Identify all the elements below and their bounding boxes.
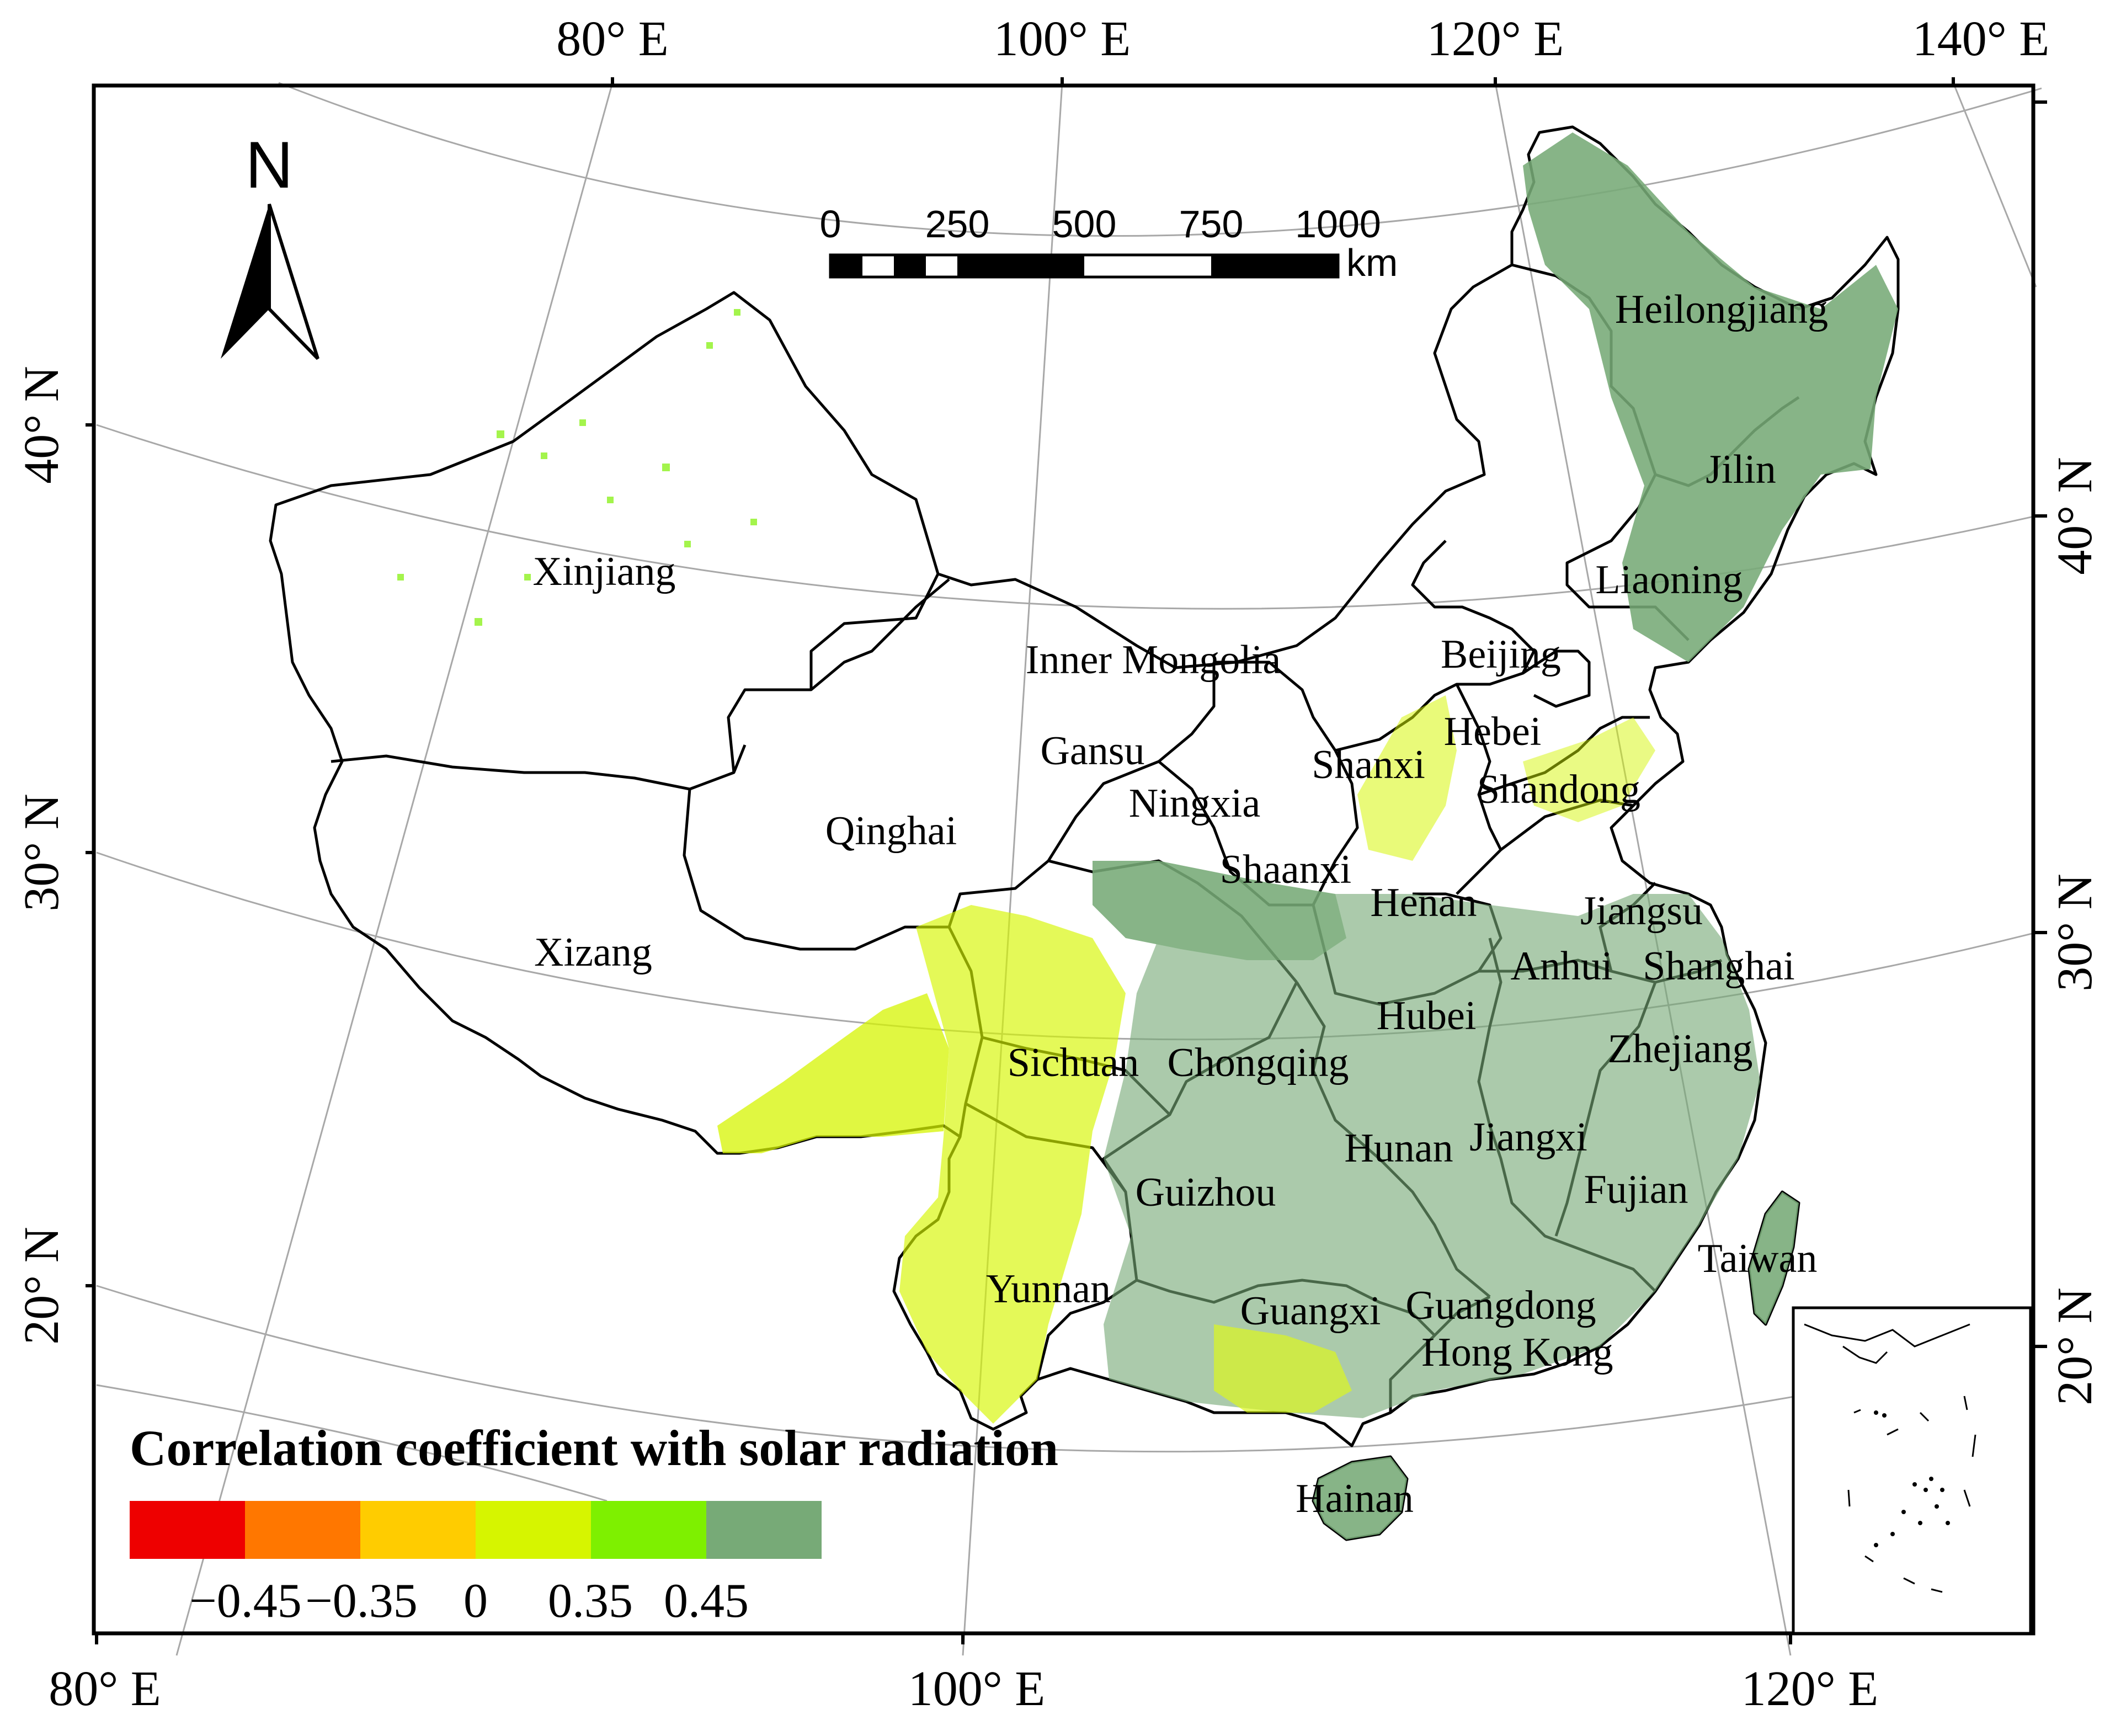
- legend-swatch-2: [245, 1501, 360, 1559]
- legend-tick-5: 0.45: [664, 1574, 749, 1628]
- axis-top-80e: 80° E: [556, 12, 668, 66]
- fill-south-yellow: [1214, 1324, 1352, 1413]
- label-heilongjiang: Heilongjiang: [1615, 287, 1828, 332]
- label-henan: Henan: [1370, 880, 1477, 925]
- axis-labels-bottom: 80° E 100° E 120° E: [49, 1662, 1878, 1716]
- axis-right-30n: 30° N: [2048, 874, 2102, 992]
- legend-tick-2: −0.35: [305, 1574, 418, 1628]
- axis-left-40n: 40° N: [14, 366, 69, 484]
- label-qinghai: Qinghai: [825, 808, 957, 854]
- label-gansu: Gansu: [1040, 728, 1144, 774]
- fill-hainan: [1313, 1457, 1407, 1540]
- label-hebei: Hebei: [1444, 709, 1542, 754]
- label-hainan: Hainan: [1296, 1476, 1414, 1521]
- label-anhui: Anhui: [1511, 944, 1613, 989]
- north-arrow: N: [221, 128, 319, 360]
- label-xinjiang: Xinjiang: [533, 549, 676, 594]
- legend-tick-1: −0.45: [189, 1574, 302, 1628]
- axis-labels-left: 40° N 30° N 20° N: [14, 366, 69, 1345]
- fill-xinjiang-dots: [397, 309, 757, 626]
- fill-southeast: [1104, 883, 1760, 1418]
- label-liaoning: Liaoning: [1595, 557, 1743, 603]
- label-inner-mongolia: Inner Mongolia: [1026, 637, 1281, 683]
- label-shanxi: Shanxi: [1312, 742, 1425, 787]
- legend-swatch-3: [360, 1501, 476, 1559]
- label-guangdong: Guangdong: [1405, 1283, 1596, 1328]
- scale-tick-1000: 1000: [1295, 203, 1381, 246]
- label-jiangsu: Jiangsu: [1580, 888, 1703, 934]
- legend-tick-4: 0.35: [548, 1574, 633, 1628]
- label-jilin: Jilin: [1706, 447, 1776, 492]
- label-ningxia: Ningxia: [1129, 781, 1260, 826]
- axis-right-20n: 20° N: [2048, 1287, 2102, 1405]
- legend-title: Correlation coefficient with solar radia…: [130, 1420, 1058, 1476]
- axis-bottom-80e: 80° E: [49, 1662, 161, 1716]
- fill-taiwan: [1749, 1192, 1799, 1324]
- axis-top-120e: 120° E: [1427, 12, 1564, 66]
- legend-tick-3: 0: [463, 1574, 488, 1628]
- legend: Correlation coefficient with solar radia…: [130, 1420, 1058, 1628]
- scale-unit: km: [1346, 241, 1398, 284]
- axis-left-20n: 20° N: [14, 1227, 69, 1345]
- scale-tick-250: 250: [925, 203, 990, 246]
- label-sichuan: Sichuan: [1008, 1040, 1139, 1085]
- axis-bottom-100e: 100° E: [908, 1662, 1045, 1716]
- axis-bottom-120e: 120° E: [1741, 1662, 1878, 1716]
- label-shandong: Shandong: [1477, 767, 1640, 812]
- label-taiwan: Taiwan: [1698, 1236, 1818, 1281]
- label-fujian: Fujian: [1584, 1167, 1688, 1212]
- fill-shandong: [1523, 717, 1655, 822]
- north-arrow-icon: [221, 204, 269, 359]
- label-zhejiang: Zhejiang: [1607, 1026, 1752, 1072]
- scale-tick-0: 0: [820, 203, 841, 246]
- fill-southwest: [899, 905, 1126, 1424]
- label-shanghai: Shanghai: [1643, 944, 1794, 989]
- south-china-sea-inset: [1792, 1306, 2032, 1635]
- label-xizang: Xizang: [534, 930, 652, 975]
- legend-swatch-4: [476, 1501, 591, 1559]
- axis-labels-top: 80° E 100° E 120° E 140° E: [556, 12, 2049, 66]
- axis-labels-right: 40° N 30° N 20° N: [2048, 457, 2102, 1405]
- legend-swatch-5: [591, 1501, 706, 1559]
- fill-north-china: [1357, 695, 1457, 861]
- frame-ticks: [86, 77, 2047, 1644]
- scale-bar: 0 250 500 750 1000 km: [820, 203, 1398, 284]
- label-hubei: Hubei: [1377, 993, 1477, 1039]
- label-shaanxi: Shaanxi: [1220, 847, 1351, 892]
- province-labels: Heilongjiang Jilin Liaoning Beijing Inne…: [533, 287, 1829, 1521]
- axis-top-100e: 100° E: [994, 12, 1131, 66]
- label-guizhou: Guizhou: [1136, 1170, 1276, 1215]
- label-chongqing: Chongqing: [1168, 1040, 1349, 1085]
- legend-swatch-6: [706, 1501, 822, 1559]
- label-guangxi: Guangxi: [1240, 1288, 1381, 1334]
- scale-tick-500: 500: [1052, 203, 1117, 246]
- label-beijing: Beijing: [1441, 632, 1561, 677]
- fill-xizang-south: [717, 993, 949, 1153]
- label-yunnan: Yunnan: [986, 1266, 1111, 1312]
- legend-swatch-1: [130, 1501, 245, 1559]
- north-arrow-label: N: [246, 128, 294, 202]
- label-jiangxi: Jiangxi: [1469, 1115, 1587, 1160]
- fill-northeast: [1523, 132, 1898, 662]
- axis-right-40n: 40° N: [2048, 457, 2102, 575]
- legend-swatches: [130, 1501, 822, 1559]
- correlation-fill: [397, 132, 1898, 1540]
- axis-left-30n: 30° N: [14, 794, 69, 912]
- label-hong-kong: Hong Kong: [1421, 1330, 1613, 1375]
- scale-tick-750: 750: [1179, 203, 1244, 246]
- axis-top-140e: 140° E: [1912, 12, 2049, 66]
- label-hunan: Hunan: [1344, 1126, 1453, 1171]
- fill-central: [1093, 861, 1346, 960]
